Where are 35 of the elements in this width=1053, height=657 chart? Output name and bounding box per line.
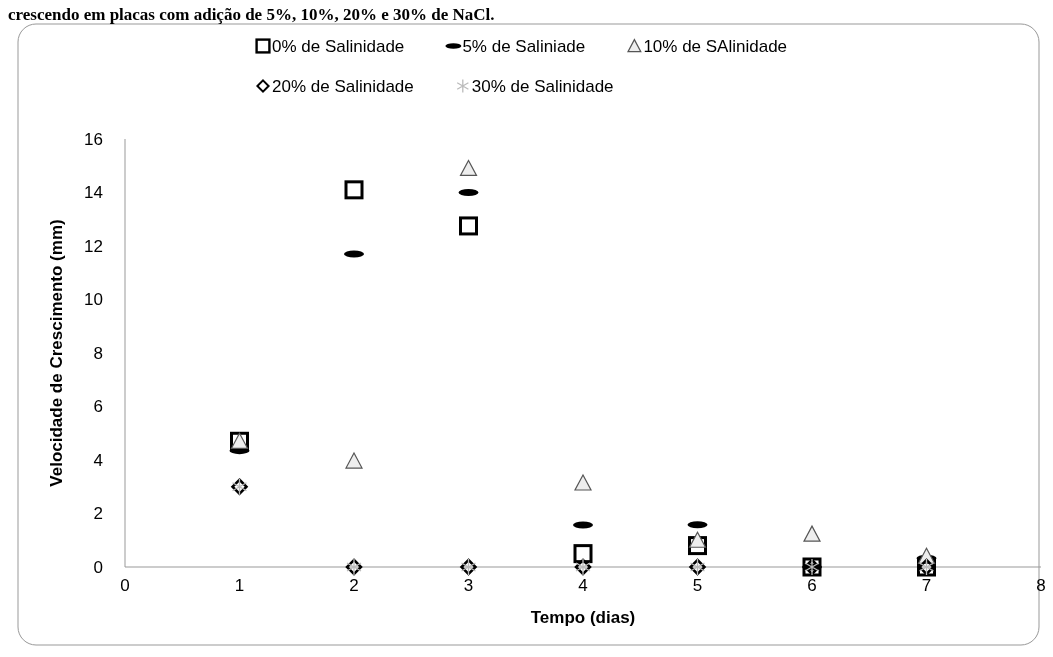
legend-label: 10% de SAlinidade — [643, 37, 788, 56]
x-tick-label: 3 — [463, 576, 474, 595]
point — [688, 536, 707, 556]
legend-label: 20% de Salinidade — [272, 77, 414, 96]
x-tick-label: 0 — [120, 576, 130, 595]
x-tick-label: 8 — [1036, 576, 1046, 595]
point — [344, 180, 364, 200]
point — [573, 544, 593, 564]
legend-label: 0% de Salinidade — [272, 37, 405, 56]
y-tick-label: 10 — [84, 290, 103, 310]
y-tick-label: 14 — [84, 183, 103, 203]
y-tick-label: 0 — [93, 557, 103, 577]
y-tick-label: 12 — [84, 236, 103, 256]
point — [459, 216, 478, 236]
point — [574, 474, 592, 491]
point — [803, 525, 821, 542]
x-tick-label: 4 — [578, 576, 588, 595]
y-tick-label: 4 — [93, 450, 103, 470]
point — [688, 531, 707, 548]
y-axis-title: Velocidade de Crescimento (mm) — [47, 219, 66, 487]
legend-label: 30% de Salinidade — [471, 77, 614, 96]
x-tick-label: 6 — [807, 576, 817, 595]
y-tick-label: 6 — [93, 397, 103, 417]
x-tick-label: 5 — [692, 576, 703, 595]
chart-title: crescendo em placas com adição de 5%, 10%, 20% e 30% de NaCl. — [8, 5, 495, 24]
point — [459, 159, 478, 177]
x-tick-label: 2 — [349, 576, 359, 595]
y-tick-label: 2 — [93, 504, 103, 524]
x-tick-label: 1 — [234, 576, 245, 595]
y-tick-label: 16 — [84, 129, 103, 149]
point — [345, 452, 363, 469]
x-tick-label: 7 — [921, 576, 932, 595]
y-tick-label: 8 — [93, 343, 103, 363]
x-axis-title: Tempo (dias) — [530, 608, 636, 627]
legend-label: 5% de Saliniade — [462, 37, 586, 56]
